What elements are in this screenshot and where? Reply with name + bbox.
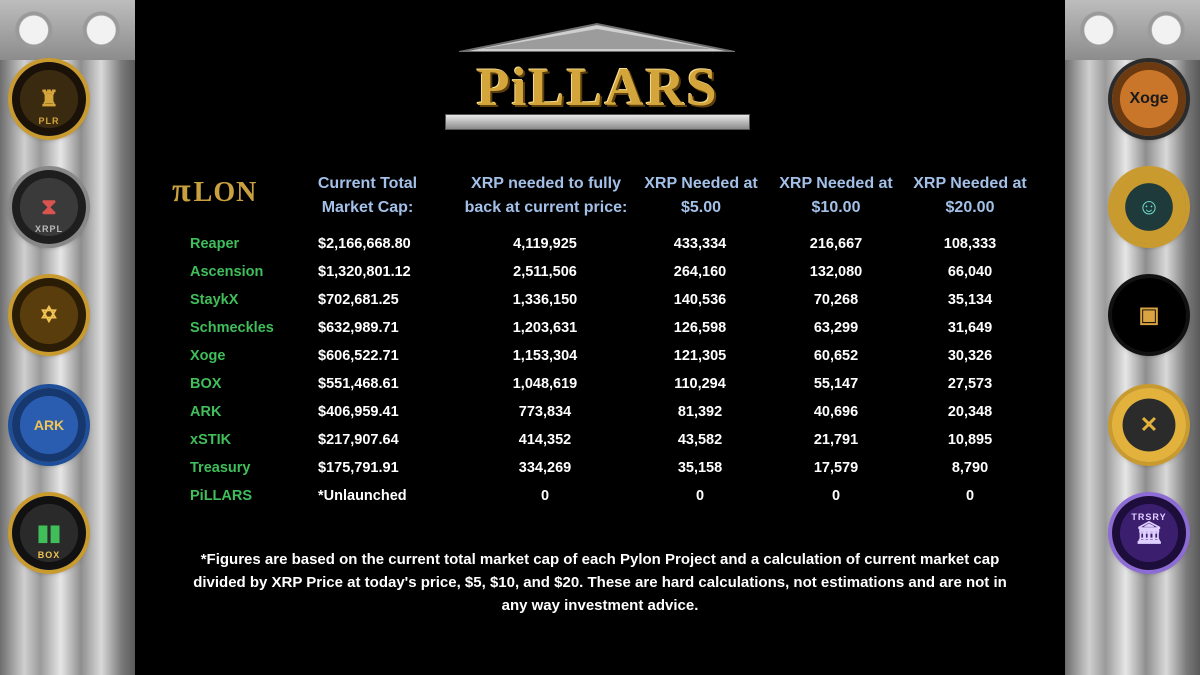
market-cap-value: $702,681.25 bbox=[318, 292, 399, 308]
xrp-at-5-value: 433,334 bbox=[673, 236, 727, 252]
project-name: PiLLARS bbox=[190, 488, 253, 504]
xrp-at-10-value: 0 bbox=[831, 488, 841, 504]
xrp-at-5-value: 110,294 bbox=[674, 376, 726, 392]
xrp-at-10-value: 60,652 bbox=[813, 348, 859, 364]
header-xrp-at-10: XRP Needed at $10.00 bbox=[779, 175, 893, 216]
xrp-at-5-value: 264,160 bbox=[673, 264, 727, 280]
xrp-needed-value: 2,511,506 bbox=[513, 264, 577, 280]
temple-roof-icon bbox=[459, 22, 735, 52]
header-market-cap: Current Total Market Cap: bbox=[317, 175, 418, 216]
xrp-at-5-value: 140,536 bbox=[673, 292, 727, 308]
table-row: xSTIK $217,907.64 414,352 43,582 21,791 … bbox=[0, 426, 1200, 454]
xrp-at-20-value: 0 bbox=[965, 488, 975, 504]
xrp-needed-value: 0 bbox=[540, 488, 550, 504]
xrp-coin-icon: ✕ bbox=[1112, 388, 1186, 462]
xrp-at-10-value: 21,791 bbox=[813, 432, 859, 448]
market-cap-value: $217,907.64 bbox=[318, 432, 399, 448]
pylon-logo-text: LON bbox=[193, 177, 258, 208]
table-row: Ascension $1,320,801.12 2,511,506 264,16… bbox=[0, 258, 1200, 286]
xrp-at-20-value: 66,040 bbox=[947, 264, 993, 280]
hourglass-coin-icon: ⧗ XRPL bbox=[12, 170, 86, 244]
header-xrp-needed: XRP needed to fully back at current price… bbox=[464, 175, 628, 216]
market-cap-value: $551,468.61 bbox=[318, 376, 399, 392]
project-name: Schmeckles bbox=[190, 320, 274, 336]
treasury-coin-icon: 🏛 TRSRY bbox=[1112, 496, 1186, 570]
xrp-at-10-value: 63,299 bbox=[813, 320, 859, 336]
ark-coin-icon: ARK bbox=[12, 388, 86, 462]
market-cap-value: *Unlaunched bbox=[318, 488, 407, 504]
xrp-needed-value: 1,336,150 bbox=[512, 292, 578, 308]
temple-base bbox=[445, 114, 750, 130]
project-name: BOX bbox=[190, 376, 222, 392]
xrp-at-20-value: 31,649 bbox=[947, 320, 993, 336]
xrp-at-20-value: 27,573 bbox=[947, 376, 993, 392]
table-row: ARK $406,959.41 773,834 81,392 40,696 20… bbox=[0, 398, 1200, 426]
xrp-at-10-value: 216,667 bbox=[809, 236, 863, 252]
xrp-at-5-value: 35,158 bbox=[677, 460, 723, 476]
xrp-at-5-value: 0 bbox=[695, 488, 705, 504]
xrp-at-20-value: 10,895 bbox=[947, 432, 993, 448]
xrp-needed-value: 773,834 bbox=[518, 404, 572, 420]
xrp-at-20-value: 35,134 bbox=[947, 292, 993, 308]
project-name: Treasury bbox=[190, 460, 251, 476]
xrp-at-5-value: 121,305 bbox=[673, 348, 727, 364]
xrp-needed-value: 4,119,925 bbox=[513, 236, 577, 252]
pillars-logo: PiLLARS bbox=[445, 22, 750, 130]
xrp-at-20-value: 108,333 bbox=[943, 236, 997, 252]
market-cap-value: $606,522.71 bbox=[318, 348, 399, 364]
xrp-at-20-value: 30,326 bbox=[947, 348, 993, 364]
project-name: Reaper bbox=[190, 236, 240, 252]
table-row: BOX $551,468.61 1,048,619 110,294 55,147… bbox=[0, 370, 1200, 398]
table-row: Reaper $2,166,668.80 4,119,925 433,334 2… bbox=[0, 230, 1200, 258]
xrp-at-10-value: 17,579 bbox=[813, 460, 859, 476]
gold-mask-coin-icon: ☺ bbox=[1112, 170, 1186, 244]
header-xrp-at-5: XRP Needed at $5.00 bbox=[644, 175, 758, 216]
xrp-needed-value: 1,203,631 bbox=[512, 320, 578, 336]
xrp-at-10-value: 132,080 bbox=[809, 264, 863, 280]
xrp-at-20-value: 8,790 bbox=[951, 460, 989, 476]
market-cap-value: $632,989.71 bbox=[318, 320, 399, 336]
project-name: Xoge bbox=[190, 348, 226, 364]
pillars-logo-text: PiLLARS bbox=[476, 57, 719, 117]
table-row: Xoge $606,522.71 1,153,304 121,305 60,65… bbox=[0, 342, 1200, 370]
market-cap-value: $406,959.41 bbox=[318, 404, 399, 420]
market-cap-value: $1,320,801.12 bbox=[318, 264, 411, 280]
wallet-coin-icon: ▣ bbox=[1112, 278, 1186, 352]
project-name: StaykX bbox=[190, 292, 239, 308]
xrp-needed-value: 334,269 bbox=[518, 460, 572, 476]
market-cap-value: $175,791.91 bbox=[318, 460, 399, 476]
pillars-coin-icon: ♜ PLR bbox=[12, 62, 86, 136]
xrp-at-10-value: 70,268 bbox=[813, 292, 859, 308]
pi-symbol-icon: π bbox=[172, 172, 192, 209]
xoge-coin-icon: Xoge bbox=[1112, 62, 1186, 136]
disclaimer-footnote: *Figures are based on the current total … bbox=[193, 551, 1007, 614]
xrp-at-5-value: 126,598 bbox=[673, 320, 727, 336]
pylon-logo: πLON bbox=[172, 172, 257, 210]
market-cap-value: $2,166,668.80 bbox=[318, 236, 411, 252]
project-name: xSTIK bbox=[190, 432, 232, 448]
xrp-needed-value: 414,352 bbox=[518, 432, 572, 448]
box-coin-icon: ▮▮ BOX bbox=[12, 496, 86, 570]
xrp-at-10-value: 40,696 bbox=[813, 404, 859, 420]
table-row: Schmeckles $632,989.71 1,203,631 126,598… bbox=[0, 314, 1200, 342]
xrp-at-5-value: 81,392 bbox=[677, 404, 723, 420]
table-row: StaykX $702,681.25 1,336,150 140,536 70,… bbox=[0, 286, 1200, 314]
xrp-at-10-value: 55,147 bbox=[813, 376, 859, 392]
project-name: ARK bbox=[190, 404, 222, 420]
table-row: Treasury $175,791.91 334,269 35,158 17,5… bbox=[0, 454, 1200, 482]
table-row: PiLLARS *Unlaunched 0 0 0 0 bbox=[0, 482, 1200, 510]
xrp-at-5-value: 43,582 bbox=[677, 432, 723, 448]
header-xrp-at-20: XRP Needed at $20.00 bbox=[913, 175, 1027, 216]
xrp-needed-value: 1,153,304 bbox=[512, 348, 578, 364]
ascension-coin-icon: ✡ bbox=[12, 278, 86, 352]
xrp-at-20-value: 20,348 bbox=[947, 404, 993, 420]
project-name: Ascension bbox=[190, 264, 264, 280]
xrp-needed-value: 1,048,619 bbox=[512, 376, 578, 392]
